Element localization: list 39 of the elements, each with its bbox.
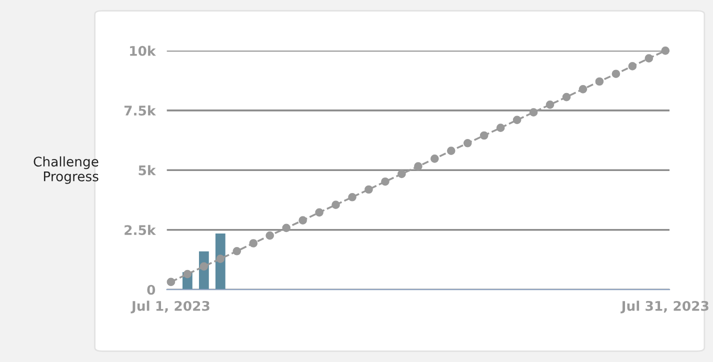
point <box>430 154 439 163</box>
point <box>282 224 290 232</box>
point <box>381 177 390 186</box>
point <box>578 84 588 94</box>
point <box>364 185 373 194</box>
point <box>315 208 324 217</box>
x-tick-label: Jul 1, 2023 <box>130 300 210 314</box>
point <box>612 70 620 78</box>
point <box>183 270 192 278</box>
point <box>562 92 571 102</box>
point <box>200 262 208 271</box>
point <box>496 124 505 132</box>
y-axis-title: Challenge Progress <box>34 156 98 184</box>
y-tick-label: 5k <box>138 165 156 176</box>
point <box>414 162 422 170</box>
point <box>298 216 307 224</box>
y-tick-label: 7.5k <box>124 105 156 116</box>
point <box>249 239 258 248</box>
point <box>529 108 538 116</box>
point <box>166 278 176 286</box>
point <box>348 192 356 202</box>
point <box>628 62 637 70</box>
point <box>332 200 340 209</box>
point <box>446 146 456 155</box>
point <box>661 46 670 55</box>
y-tick-label: 0 <box>147 284 156 295</box>
x-tick-label: Jul 31, 2023 <box>620 300 708 314</box>
y-tick-label: 2.5k <box>124 224 156 236</box>
point <box>232 246 242 256</box>
point <box>595 77 604 86</box>
point <box>216 254 225 263</box>
point <box>512 116 522 124</box>
point <box>546 100 554 109</box>
point <box>463 138 472 148</box>
point <box>398 170 406 178</box>
y-tick-label: 10k <box>130 46 156 56</box>
point <box>266 231 274 240</box>
point <box>480 131 488 140</box>
point <box>644 54 654 62</box>
